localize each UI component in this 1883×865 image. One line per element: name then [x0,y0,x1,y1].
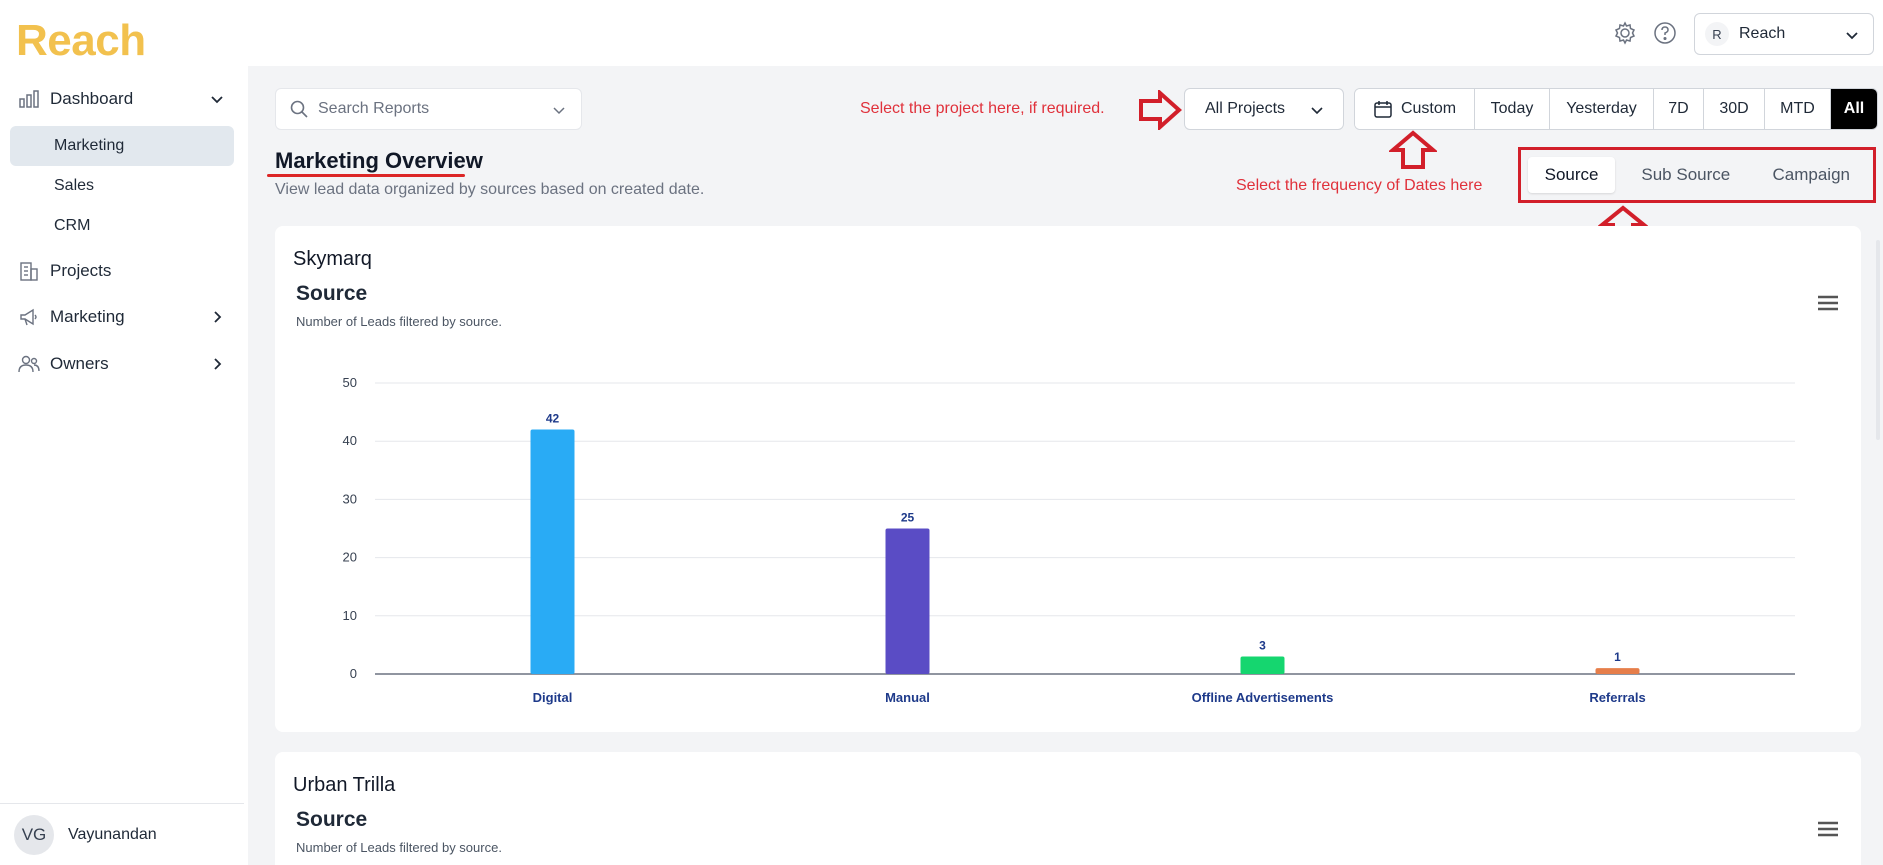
sidebar-subitem-marketing[interactable]: Marketing [10,126,234,166]
page-subtitle: View lead data organized by sources base… [275,181,705,198]
y-tick-label: 10 [343,608,357,623]
annotation-project: Select the project here, if required. [860,100,1105,117]
chart-title: Source [296,282,368,305]
source-bar-chart: 0 10 20 30 40 50 42 Digital 25 Manual 3 Offline Adv… [343,375,1795,705]
sidebar-item-label: Projects [50,261,112,280]
sidebar: Reach Dashboard Marketing Sales CRM Proj… [0,0,248,865]
search-reports[interactable] [275,88,582,130]
top-bar [248,0,1883,66]
search-input[interactable] [318,100,538,118]
bar-offline-advertisements [1240,656,1285,674]
settings-icon[interactable] [1613,21,1637,45]
sidebar-subitem-sales[interactable]: Sales [54,177,95,194]
account-name: Reach [1739,25,1786,42]
date-all-button[interactable]: All [1831,89,1877,129]
date-yesterday-button[interactable]: Yesterday [1550,89,1654,129]
calendar-icon [1374,101,1392,118]
date-custom-button[interactable]: Custom [1355,89,1475,129]
chart-menu-icon[interactable] [1817,820,1839,838]
y-tick-label: 30 [343,491,357,506]
sidebar-item-label: Marketing [50,307,125,326]
users-icon [18,353,40,375]
sidebar-item-projects[interactable]: Projects [18,253,234,289]
sidebar-item-dashboard[interactable]: Dashboard [18,81,234,117]
date-30d-button[interactable]: 30D [1704,89,1765,129]
avatar: VG [14,814,54,855]
chart-subtitle: Number of Leads filtered by source. [296,840,502,855]
data-label: 1 [1614,650,1621,664]
reach-logo[interactable]: Reach [16,16,146,65]
sidebar-item-label: Dashboard [50,89,134,108]
date-mtd-button[interactable]: MTD [1765,89,1831,129]
type-tabs: Source Sub Source Campaign [1524,153,1870,197]
chevron-right-icon [214,311,222,323]
x-tick-label: Digital [533,690,573,705]
y-tick-label: 0 [350,666,357,681]
chart-title: Source [296,808,368,831]
page-title: Marketing Overview [275,148,483,173]
chevron-down-icon [1311,107,1323,115]
project-card-urban-trilla: Urban Trilla Source Number of Leads filt… [275,752,1861,865]
chevron-right-icon [214,358,222,370]
project-name: Skymarq [293,248,372,270]
x-tick-label: Referrals [1589,690,1645,705]
data-label: 3 [1259,639,1266,653]
project-name: Urban Trilla [293,774,396,796]
megaphone-icon [18,306,40,328]
project-select[interactable]: All Projects [1184,88,1344,130]
y-tick-label: 20 [343,550,357,565]
arrow-right-icon [1139,90,1182,130]
y-tick-label: 50 [343,375,357,390]
annotation-dates: Select the frequency of Dates here [1236,177,1483,194]
sidebar-item-label: Owners [50,354,109,373]
project-card-skymarq: Skymarq Source Number of Leads filtered … [275,226,1861,732]
data-label: 25 [901,511,915,525]
tab-source[interactable]: Source [1528,157,1616,193]
project-select-value: All Projects [1205,100,1286,117]
x-tick-label: Manual [885,690,930,705]
type-tabs-highlight [1518,147,1876,203]
account-initial: R [1705,22,1729,46]
bar-manual [885,528,930,674]
sidebar-subitem-crm[interactable]: CRM [54,217,91,234]
user-profile[interactable]: VG Vayunandan [0,803,244,865]
user-name: Vayunandan [68,825,157,843]
scrollbar[interactable] [1876,240,1880,440]
date-filter-group: Custom Today Yesterday 7D 30D MTD All [1354,88,1878,130]
x-tick-label: Offline Advertisements [1192,690,1334,705]
help-icon[interactable] [1653,21,1677,45]
tab-campaign[interactable]: Campaign [1772,165,1851,184]
title-underline-annotation [267,174,465,177]
date-7d-button[interactable]: 7D [1654,89,1704,129]
bar-chart-icon [18,88,40,110]
bar-referrals [1595,668,1640,674]
date-custom-label: Custom [1400,100,1457,117]
y-tick-label: 40 [343,433,357,448]
chevron-down-icon [553,107,565,115]
bar-digital [530,429,575,674]
sidebar-item-marketing[interactable]: Marketing [18,299,234,335]
data-label: 42 [546,412,560,426]
tab-sub-source[interactable]: Sub Source [1641,165,1731,184]
account-select[interactable]: R Reach [1694,13,1874,55]
chevron-down-icon [211,96,223,104]
date-today-button[interactable]: Today [1475,89,1550,129]
sidebar-item-owners[interactable]: Owners [18,346,234,382]
chart-menu-icon[interactable] [1817,294,1839,312]
building-icon [18,260,40,282]
arrow-up-icon [1389,130,1437,169]
search-icon [290,100,308,118]
chart-subtitle: Number of Leads filtered by source. [296,314,502,329]
chevron-down-icon [1846,32,1858,40]
